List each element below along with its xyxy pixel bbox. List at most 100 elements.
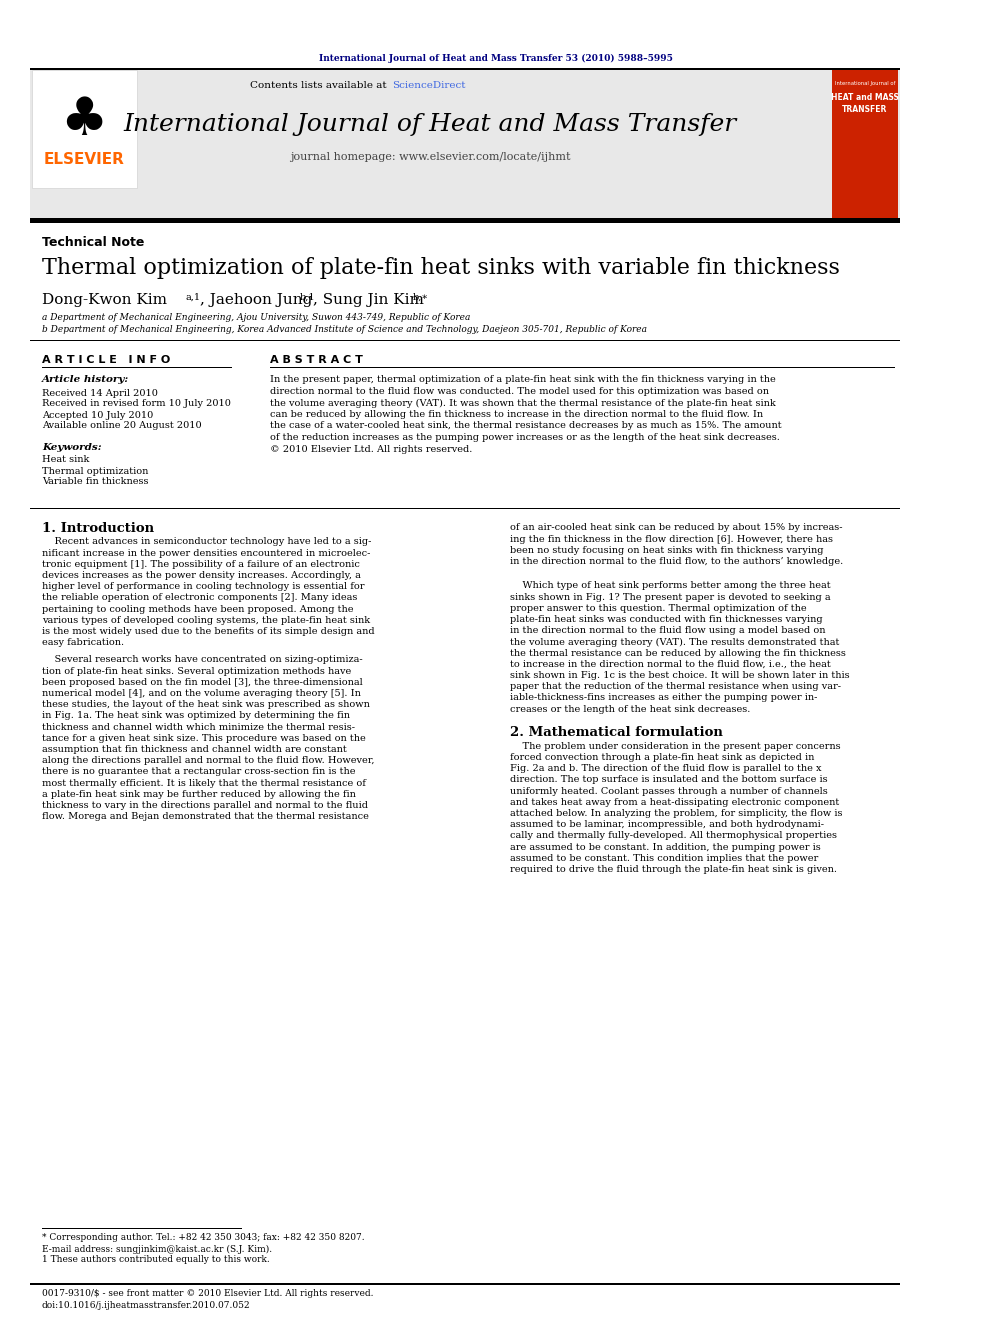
Text: Article history:: Article history: xyxy=(42,376,129,385)
Text: required to drive the fluid through the plate-fin heat sink is given.: required to drive the fluid through the … xyxy=(510,865,837,875)
Text: E-mail address: sungjinkim@kaist.ac.kr (S.J. Kim).: E-mail address: sungjinkim@kaist.ac.kr (… xyxy=(42,1245,272,1254)
Text: forced convection through a plate-fin heat sink as depicted in: forced convection through a plate-fin he… xyxy=(510,753,814,762)
Text: higher level of performance in cooling technology is essential for: higher level of performance in cooling t… xyxy=(42,582,364,591)
Text: ScienceDirect: ScienceDirect xyxy=(392,81,465,90)
Text: tion of plate-fin heat sinks. Several optimization methods have: tion of plate-fin heat sinks. Several op… xyxy=(42,667,351,676)
Text: Accepted 10 July 2010: Accepted 10 July 2010 xyxy=(42,410,153,419)
Text: the case of a water-cooled heat sink, the thermal resistance decreases by as muc: the case of a water-cooled heat sink, th… xyxy=(270,422,782,430)
Text: b,∗: b,∗ xyxy=(413,292,429,302)
Text: thickness to vary in the directions parallel and normal to the fluid: thickness to vary in the directions para… xyxy=(42,802,368,810)
Text: ♣: ♣ xyxy=(61,94,107,146)
Text: attached below. In analyzing the problem, for simplicity, the flow is: attached below. In analyzing the problem… xyxy=(510,810,842,818)
Text: assumption that fin thickness and channel width are constant: assumption that fin thickness and channe… xyxy=(42,745,347,754)
Text: International Journal of: International Journal of xyxy=(835,82,895,86)
Text: Keywords:: Keywords: xyxy=(42,443,101,452)
Text: assumed to be constant. This condition implies that the power: assumed to be constant. This condition i… xyxy=(510,853,818,863)
Text: cally and thermally fully-developed. All thermophysical properties: cally and thermally fully-developed. All… xyxy=(510,831,837,840)
Text: a,1: a,1 xyxy=(185,292,200,302)
Text: Thermal optimization: Thermal optimization xyxy=(42,467,149,475)
Text: devices increases as the power density increases. Accordingly, a: devices increases as the power density i… xyxy=(42,572,361,579)
Text: there is no guarantee that a rectangular cross-section fin is the: there is no guarantee that a rectangular… xyxy=(42,767,355,777)
Text: Variable fin thickness: Variable fin thickness xyxy=(42,478,149,487)
Text: The problem under consideration in the present paper concerns: The problem under consideration in the p… xyxy=(510,742,840,751)
Text: these studies, the layout of the heat sink was prescribed as shown: these studies, the layout of the heat si… xyxy=(42,700,370,709)
Text: © 2010 Elsevier Ltd. All rights reserved.: © 2010 Elsevier Ltd. All rights reserved… xyxy=(270,445,472,454)
Text: can be reduced by allowing the fin thickness to increase in the direction normal: can be reduced by allowing the fin thick… xyxy=(270,410,763,419)
Text: various types of developed cooling systems, the plate-fin heat sink: various types of developed cooling syste… xyxy=(42,617,370,624)
Text: Dong-Kwon Kim: Dong-Kwon Kim xyxy=(42,292,167,307)
Text: Fig. 2a and b. The direction of the fluid flow is parallel to the x: Fig. 2a and b. The direction of the flui… xyxy=(510,765,821,774)
Text: been no study focusing on heat sinks with fin thickness varying: been no study focusing on heat sinks wit… xyxy=(510,546,823,554)
Text: Thermal optimization of plate-fin heat sinks with variable fin thickness: Thermal optimization of plate-fin heat s… xyxy=(42,257,840,279)
Text: in Fig. 1a. The heat sink was optimized by determining the fin: in Fig. 1a. The heat sink was optimized … xyxy=(42,712,350,721)
Text: Technical Note: Technical Note xyxy=(42,235,145,249)
Text: International Journal of Heat and Mass Transfer 53 (2010) 5988–5995: International Journal of Heat and Mass T… xyxy=(319,53,673,62)
Text: * Corresponding author. Tel.: +82 42 350 3043; fax: +82 42 350 8207.: * Corresponding author. Tel.: +82 42 350… xyxy=(42,1233,365,1242)
Text: HEAT and MASS: HEAT and MASS xyxy=(831,93,899,102)
Text: Received 14 April 2010: Received 14 April 2010 xyxy=(42,389,158,397)
Text: b,1: b,1 xyxy=(300,292,315,302)
Text: and takes heat away from a heat-dissipating electronic component: and takes heat away from a heat-dissipat… xyxy=(510,798,839,807)
Text: of the reduction increases as the pumping power increases or as the length of th: of the reduction increases as the pumpin… xyxy=(270,433,780,442)
Text: assumed to be laminar, incompressible, and both hydrodynami-: assumed to be laminar, incompressible, a… xyxy=(510,820,824,830)
Text: A R T I C L E   I N F O: A R T I C L E I N F O xyxy=(42,355,171,365)
Bar xyxy=(32,70,137,188)
Text: along the directions parallel and normal to the fluid flow. However,: along the directions parallel and normal… xyxy=(42,757,375,765)
Bar xyxy=(30,1283,900,1285)
Text: doi:10.1016/j.ijheatmasstransfer.2010.07.052: doi:10.1016/j.ijheatmasstransfer.2010.07… xyxy=(42,1302,251,1311)
Text: International Journal of Heat and Mass Transfer: International Journal of Heat and Mass T… xyxy=(123,114,737,136)
Text: sink shown in Fig. 1c is the best choice. It will be shown later in this: sink shown in Fig. 1c is the best choice… xyxy=(510,671,849,680)
Text: a plate-fin heat sink may be further reduced by allowing the fin: a plate-fin heat sink may be further red… xyxy=(42,790,356,799)
Text: tance for a given heat sink size. This procedure was based on the: tance for a given heat sink size. This p… xyxy=(42,734,366,744)
Text: numerical model [4], and on the volume averaging theory [5]. In: numerical model [4], and on the volume a… xyxy=(42,689,361,699)
Text: ELSEVIER: ELSEVIER xyxy=(44,152,124,168)
Text: A B S T R A C T: A B S T R A C T xyxy=(270,355,363,365)
Bar xyxy=(30,67,900,218)
Text: sinks shown in Fig. 1? The present paper is devoted to seeking a: sinks shown in Fig. 1? The present paper… xyxy=(510,593,830,602)
Text: thickness and channel width which minimize the thermal resis-: thickness and channel width which minimi… xyxy=(42,722,355,732)
Text: direction. The top surface is insulated and the bottom surface is: direction. The top surface is insulated … xyxy=(510,775,827,785)
Text: flow. Morega and Bejan demonstrated that the thermal resistance: flow. Morega and Bejan demonstrated that… xyxy=(42,812,369,822)
Text: the reliable operation of electronic components [2]. Many ideas: the reliable operation of electronic com… xyxy=(42,594,357,602)
Text: uniformly heated. Coolant passes through a number of channels: uniformly heated. Coolant passes through… xyxy=(510,787,827,795)
Bar xyxy=(30,67,900,70)
Text: 1 These authors contributed equally to this work.: 1 These authors contributed equally to t… xyxy=(42,1256,270,1265)
Text: the volume averaging theory (VAT). It was shown that the thermal resistance of t: the volume averaging theory (VAT). It wa… xyxy=(270,398,776,407)
Text: 0017-9310/$ - see front matter © 2010 Elsevier Ltd. All rights reserved.: 0017-9310/$ - see front matter © 2010 El… xyxy=(42,1290,374,1298)
Text: Several research works have concentrated on sizing-optimiza-: Several research works have concentrated… xyxy=(42,655,363,664)
Text: the volume averaging theory (VAT). The results demonstrated that: the volume averaging theory (VAT). The r… xyxy=(510,638,839,647)
Text: nificant increase in the power densities encountered in microelec-: nificant increase in the power densities… xyxy=(42,549,370,558)
Text: TRANSFER: TRANSFER xyxy=(842,106,888,115)
Text: In the present paper, thermal optimization of a plate-fin heat sink with the fin: In the present paper, thermal optimizati… xyxy=(270,376,776,385)
Text: b Department of Mechanical Engineering, Korea Advanced Institute of Science and : b Department of Mechanical Engineering, … xyxy=(42,325,647,335)
Text: in the direction normal to the fluid flow, to the authors’ knowledge.: in the direction normal to the fluid flo… xyxy=(510,557,843,566)
Text: Heat sink: Heat sink xyxy=(42,455,89,464)
Text: pertaining to cooling methods have been proposed. Among the: pertaining to cooling methods have been … xyxy=(42,605,353,614)
Text: of an air-cooled heat sink can be reduced by about 15% by increas-: of an air-cooled heat sink can be reduce… xyxy=(510,524,842,532)
Text: Which type of heat sink performs better among the three heat: Which type of heat sink performs better … xyxy=(510,582,830,590)
Text: tronic equipment [1]. The possibility of a failure of an electronic: tronic equipment [1]. The possibility of… xyxy=(42,560,360,569)
Text: 1. Introduction: 1. Introduction xyxy=(42,521,154,534)
Bar xyxy=(30,218,900,224)
Text: a Department of Mechanical Engineering, Ajou University, Suwon 443-749, Republic: a Department of Mechanical Engineering, … xyxy=(42,314,470,323)
Text: most thermally efficient. It is likely that the thermal resistance of: most thermally efficient. It is likely t… xyxy=(42,779,366,787)
Text: proper answer to this question. Thermal optimization of the: proper answer to this question. Thermal … xyxy=(510,603,806,613)
Text: is the most widely used due to the benefits of its simple design and: is the most widely used due to the benef… xyxy=(42,627,375,636)
Text: Available online 20 August 2010: Available online 20 August 2010 xyxy=(42,422,201,430)
Text: direction normal to the fluid flow was conducted. The model used for this optimi: direction normal to the fluid flow was c… xyxy=(270,388,769,396)
Text: 2. Mathematical formulation: 2. Mathematical formulation xyxy=(510,726,723,740)
Text: in the direction normal to the fluid flow using a model based on: in the direction normal to the fluid flo… xyxy=(510,626,825,635)
Bar xyxy=(832,70,898,218)
Text: to increase in the direction normal to the fluid flow, i.e., the heat: to increase in the direction normal to t… xyxy=(510,660,830,669)
Text: are assumed to be constant. In addition, the pumping power is: are assumed to be constant. In addition,… xyxy=(510,843,820,852)
Text: easy fabrication.: easy fabrication. xyxy=(42,638,124,647)
Text: creases or the length of the heat sink decreases.: creases or the length of the heat sink d… xyxy=(510,705,750,713)
Text: Contents lists available at: Contents lists available at xyxy=(250,81,390,90)
Text: plate-fin heat sinks was conducted with fin thicknesses varying: plate-fin heat sinks was conducted with … xyxy=(510,615,822,624)
Text: journal homepage: www.elsevier.com/locate/ijhmt: journal homepage: www.elsevier.com/locat… xyxy=(290,152,570,161)
Text: ing the fin thickness in the flow direction [6]. However, there has: ing the fin thickness in the flow direct… xyxy=(510,534,833,544)
Text: Recent advances in semiconductor technology have led to a sig-: Recent advances in semiconductor technol… xyxy=(42,537,371,546)
Text: , Jaehoon Jung: , Jaehoon Jung xyxy=(200,292,312,307)
Text: , Sung Jin Kim: , Sung Jin Kim xyxy=(313,292,424,307)
Text: paper that the reduction of the thermal resistance when using var-: paper that the reduction of the thermal … xyxy=(510,683,841,692)
